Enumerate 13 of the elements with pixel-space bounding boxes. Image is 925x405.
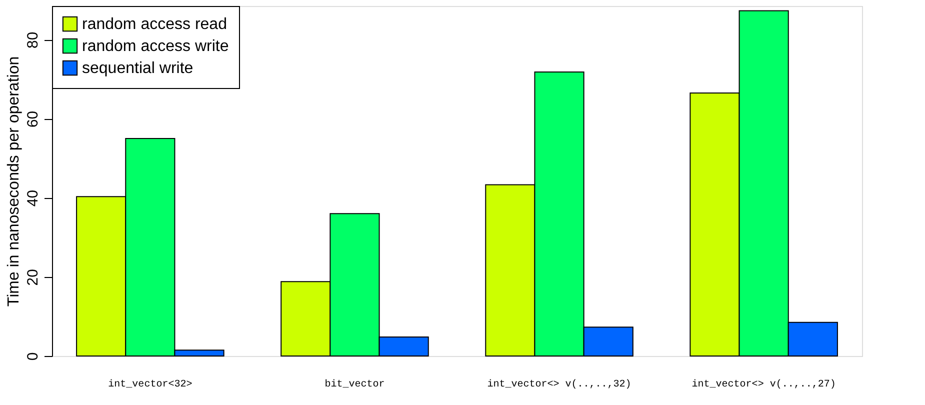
x-tick-label: int_vector<> v(..,..,27) xyxy=(692,378,836,390)
legend-label: random access write xyxy=(82,38,229,55)
x-tick-label: int_vector<> v(..,..,32) xyxy=(487,378,632,390)
y-tick-label: 20 xyxy=(24,269,42,286)
y-tick-label: 60 xyxy=(24,110,42,128)
legend-label: random access read xyxy=(82,16,227,33)
legend-label: sequential write xyxy=(82,60,194,77)
x-tick-label: bit_vector xyxy=(324,378,385,390)
y-tick-label: 0 xyxy=(24,352,42,361)
y-axis-title: Time in nanoseconds per operation xyxy=(6,56,22,307)
y-tick-label: 80 xyxy=(24,32,42,48)
y-tick-label: 40 xyxy=(24,190,42,207)
x-tick-label: int_vector<32> xyxy=(108,378,192,390)
